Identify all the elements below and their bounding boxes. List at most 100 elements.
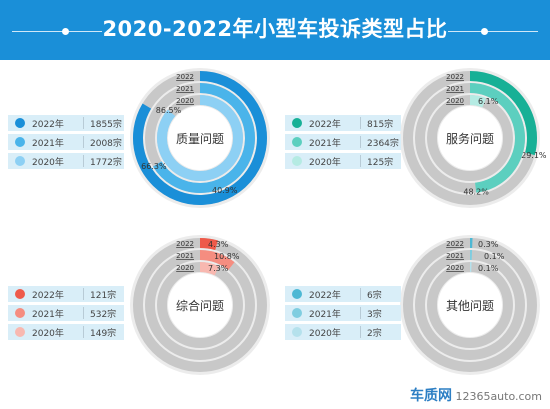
donut-chart-3: 2022 4.3% 2021 10.8% 2020 7.3% 综合问题 <box>130 235 270 375</box>
legend-divider <box>360 136 361 148</box>
ring-year-label: 2021 <box>176 252 194 260</box>
donut-chart-4: 2022 0.3% 2021 0.1% 2020 0.1% 其他问题 <box>400 235 540 375</box>
donut-chart-2: 2022 29.1% 2021 48.2% 2020 6.1% 服务问题 <box>400 68 547 208</box>
legend-divider <box>83 288 84 300</box>
legend-count: 815宗 <box>367 120 394 130</box>
legend-swatch <box>15 118 25 128</box>
legend-count: 2008宗 <box>90 139 122 149</box>
legend-row: 2020年 2宗 <box>285 324 401 340</box>
brand-logo: 车质网 <box>409 388 452 404</box>
ring-arc-2022年 <box>469 71 537 156</box>
legend-divider <box>360 326 361 338</box>
percent-label: 86.5% <box>156 106 182 115</box>
donut-center-title: 服务问题 <box>446 131 494 146</box>
legend-row: 2021年 3宗 <box>285 305 401 321</box>
legend-year: 2022年 <box>32 291 64 301</box>
percent-label: 40.9% <box>212 186 238 195</box>
legend-swatch <box>292 118 302 128</box>
legend-count: 1772宗 <box>90 158 122 168</box>
footer-watermark: 车质网 12365auto.com <box>410 385 542 405</box>
legend-swatch <box>15 137 25 147</box>
legend-divider <box>83 117 84 129</box>
ring-arc-2021年 <box>469 83 525 193</box>
legend-row: 2020年 1772宗 <box>8 153 124 169</box>
donut-center <box>168 106 232 170</box>
ring-year-label: 2022 <box>446 240 464 248</box>
percent-label: 0.1% <box>478 264 499 273</box>
legend-row: 2022年 1855宗 <box>8 115 124 131</box>
percent-label: 0.1% <box>484 252 505 261</box>
legend-year: 2022年 <box>309 120 341 130</box>
legend-divider <box>83 326 84 338</box>
legend-count: 1855宗 <box>90 120 122 130</box>
percent-label: 48.2% <box>463 188 489 197</box>
legend-swatch <box>292 156 302 166</box>
brand-url: 12365auto.com <box>455 390 542 403</box>
legend-year: 2020年 <box>309 158 341 168</box>
legend-year: 2021年 <box>309 139 341 149</box>
header-banner: 2020-2022年小型车投诉类型占比 <box>0 0 550 60</box>
legend-count: 121宗 <box>90 291 117 301</box>
ring-year-label: 2020 <box>176 97 194 105</box>
percent-label: 6.1% <box>478 97 499 106</box>
legend-divider <box>83 307 84 319</box>
header-line-right <box>448 31 538 32</box>
ring-year-label: 2020 <box>176 264 194 272</box>
ring-year-label: 2020 <box>446 97 464 105</box>
legend-year: 2021年 <box>309 310 341 320</box>
legend-divider <box>360 288 361 300</box>
legend-year: 2022年 <box>309 291 341 301</box>
ring-arc-2021年 <box>199 250 235 271</box>
legend-year: 2021年 <box>32 139 64 149</box>
legend-divider <box>83 155 84 167</box>
header-dot-left <box>62 28 69 35</box>
legend-count: 125宗 <box>367 158 394 168</box>
legend-swatch <box>292 289 302 299</box>
legend-swatch <box>292 137 302 147</box>
legend-count: 2364宗 <box>367 139 399 149</box>
legend-count: 6宗 <box>367 291 382 301</box>
donut-center <box>168 273 232 337</box>
ring-year-label: 2020 <box>446 264 464 272</box>
legend-swatch <box>15 308 25 318</box>
ring-arc-2020年 <box>157 95 243 181</box>
legend-divider <box>360 117 361 129</box>
legend-year: 2020年 <box>32 158 64 168</box>
ring-arc-2020年 <box>199 262 220 276</box>
donut-center-title: 综合问题 <box>176 298 224 313</box>
ring-arc-2022年 <box>199 238 218 251</box>
legend-divider <box>360 307 361 319</box>
donut-center-title: 质量问题 <box>176 132 224 146</box>
legend-year: 2020年 <box>32 329 64 339</box>
legend-row: 2020年 149宗 <box>8 324 124 340</box>
legend-divider <box>360 155 361 167</box>
page-title: 2020-2022年小型车投诉类型占比 <box>102 17 448 41</box>
ring-year-label: 2021 <box>176 85 194 93</box>
legend-row: 2020年 125宗 <box>285 153 401 169</box>
ring-arc-2020年 <box>469 95 487 108</box>
header-line-left <box>12 31 102 32</box>
ring-arc-2021年 <box>153 83 255 193</box>
donut-center <box>438 106 502 170</box>
legend-row: 2022年 121宗 <box>8 286 124 302</box>
legend-year: 2020年 <box>309 329 341 339</box>
percent-label: 10.8% <box>214 252 240 261</box>
legend-count: 149宗 <box>90 329 117 339</box>
legend-year: 2021年 <box>32 310 64 320</box>
ring-year-label: 2021 <box>446 252 464 260</box>
ring-year-label: 2022 <box>446 73 464 81</box>
donut-center-title: 其他问题 <box>446 299 494 313</box>
ring-year-label: 2022 <box>176 240 194 248</box>
legend-swatch <box>292 327 302 337</box>
legend-count: 532宗 <box>90 310 117 320</box>
legend-count: 3宗 <box>367 310 382 320</box>
percent-label: 4.3% <box>208 240 229 249</box>
legend-row: 2022年 6宗 <box>285 286 401 302</box>
legend-row: 2021年 2008宗 <box>8 134 124 150</box>
legend-divider <box>83 136 84 148</box>
percent-label: 0.3% <box>478 240 499 249</box>
legend-row: 2021年 532宗 <box>8 305 124 321</box>
legend-row: 2021年 2364宗 <box>285 134 401 150</box>
header-dot-right <box>481 28 488 35</box>
